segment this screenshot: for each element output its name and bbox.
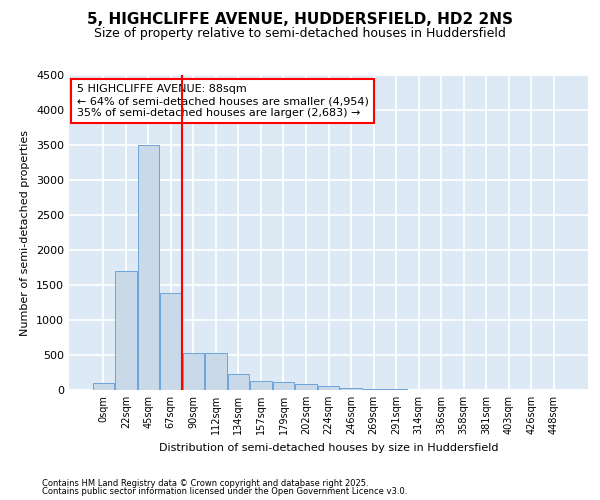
Bar <box>182 353 204 390</box>
Text: Size of property relative to semi-detached houses in Huddersfield: Size of property relative to semi-detach… <box>94 28 506 40</box>
Text: Contains HM Land Registry data © Crown copyright and database right 2025.: Contains HM Land Registry data © Crown c… <box>42 478 368 488</box>
Bar <box>115 271 137 390</box>
Bar <box>295 384 317 390</box>
Bar <box>340 388 362 390</box>
Bar <box>205 353 227 390</box>
X-axis label: Distribution of semi-detached houses by size in Huddersfield: Distribution of semi-detached houses by … <box>159 442 498 452</box>
Bar <box>273 382 294 390</box>
Bar <box>92 383 114 390</box>
Bar <box>137 145 159 390</box>
Bar <box>250 381 272 390</box>
Text: Contains public sector information licensed under the Open Government Licence v3: Contains public sector information licen… <box>42 487 407 496</box>
Bar <box>318 386 339 390</box>
Bar <box>160 294 182 390</box>
Y-axis label: Number of semi-detached properties: Number of semi-detached properties <box>20 130 31 336</box>
Bar <box>228 374 249 390</box>
Bar <box>363 388 384 390</box>
Text: 5 HIGHCLIFFE AVENUE: 88sqm
← 64% of semi-detached houses are smaller (4,954)
35%: 5 HIGHCLIFFE AVENUE: 88sqm ← 64% of semi… <box>77 84 368 117</box>
Text: 5, HIGHCLIFFE AVENUE, HUDDERSFIELD, HD2 2NS: 5, HIGHCLIFFE AVENUE, HUDDERSFIELD, HD2 … <box>87 12 513 28</box>
